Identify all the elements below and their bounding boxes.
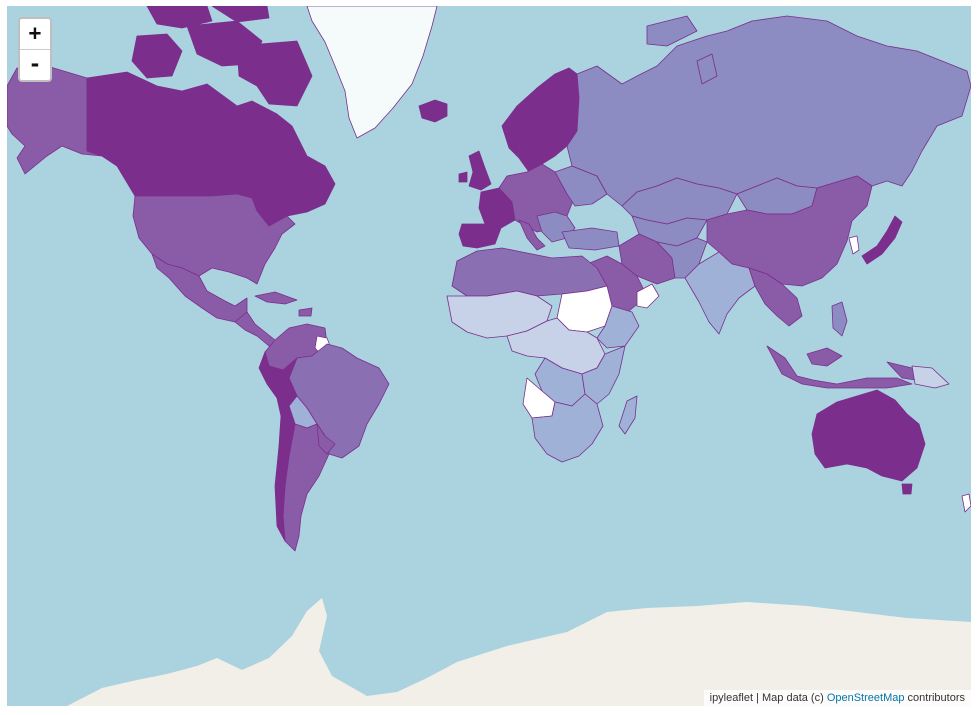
country-southern-africa[interactable] (531, 393, 604, 463)
attribution-prefix: ipyleaflet | Map data (c) (709, 692, 827, 704)
country-canada-islands[interactable] (131, 6, 313, 107)
country-mexico[interactable] (151, 253, 248, 323)
country-iberia[interactable] (458, 223, 502, 249)
map-container[interactable]: + - ipyleaflet | Map data (c) OpenStreet… (7, 6, 971, 706)
country-tasmania[interactable] (901, 483, 913, 495)
country-chile[interactable] (274, 397, 296, 542)
openstreetmap-link[interactable]: OpenStreetMap (826, 692, 905, 704)
zoom-in-button[interactable]: + (28, 21, 42, 45)
country-madagascar[interactable] (618, 395, 638, 435)
country-australia[interactable] (811, 389, 926, 482)
country-new-zealand[interactable] (961, 493, 971, 513)
country-uk[interactable] (458, 150, 492, 191)
country-ethiopia[interactable] (596, 305, 640, 349)
country-japan[interactable] (861, 215, 903, 265)
map-canvas[interactable] (7, 6, 971, 706)
country-south-korea[interactable] (848, 235, 860, 255)
country-se-asia[interactable] (748, 267, 803, 327)
country-png[interactable] (911, 365, 950, 389)
antarctica (67, 598, 971, 706)
country-greenland[interactable] (306, 6, 438, 139)
zoom-control: + - (18, 17, 52, 82)
country-alaska[interactable] (7, 65, 103, 175)
country-russia-islands[interactable] (646, 15, 718, 85)
map-attribution: ipyleaflet | Map data (c) OpenStreetMap … (703, 690, 971, 706)
country-italy[interactable] (518, 219, 546, 251)
country-east-africa[interactable] (581, 345, 626, 405)
country-philippines[interactable] (831, 301, 848, 337)
country-oman[interactable] (636, 283, 660, 309)
country-iceland[interactable] (418, 99, 448, 123)
country-turkey[interactable] (561, 227, 620, 251)
zoom-out-button[interactable]: - (20, 49, 50, 80)
country-paraguay[interactable] (316, 423, 336, 455)
country-india[interactable] (684, 251, 756, 335)
country-cuba[interactable] (254, 291, 313, 317)
country-layer[interactable] (7, 6, 971, 552)
attribution-suffix: contributors (904, 692, 965, 704)
